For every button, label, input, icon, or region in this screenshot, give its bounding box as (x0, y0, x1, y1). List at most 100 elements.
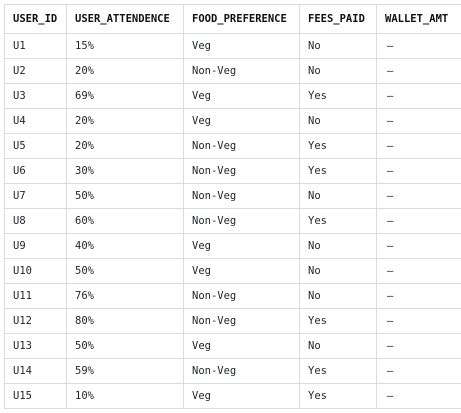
cell-user-attendence: 60% (66, 208, 184, 234)
cell-user-id: U5 (4, 133, 67, 159)
table-header: USER_ID USER_ATTENDENCE FOOD_PREFERENCE … (4, 4, 461, 34)
table-row: U11 76% Non-Veg No – (4, 283, 461, 309)
cell-wallet-amt: – (376, 283, 461, 309)
cell-user-attendence: 50% (66, 183, 184, 209)
cell-food-preference: Veg (183, 83, 300, 109)
cell-food-preference: Non-Veg (183, 133, 300, 159)
table-row: U2 20% Non-Veg No – (4, 58, 461, 84)
cell-food-preference: Veg (183, 333, 300, 359)
cell-wallet-amt: – (376, 383, 461, 409)
cell-fees-paid: No (299, 33, 377, 59)
table-row: U7 50% Non-Veg No – (4, 183, 461, 209)
cell-user-attendence: 50% (66, 258, 184, 284)
cell-wallet-amt: – (376, 58, 461, 84)
cell-wallet-amt: – (376, 358, 461, 384)
cell-fees-paid: Yes (299, 83, 377, 109)
cell-user-id: U2 (4, 58, 67, 84)
cell-user-attendence: 20% (66, 133, 184, 159)
table-body: U1 15% Veg No – U2 20% Non-Veg No – U3 69% Veg Yes – U4… (4, 33, 461, 409)
cell-user-attendence: 20% (66, 108, 184, 134)
table-row: U15 10% Veg Yes – (4, 383, 461, 409)
table-row: U3 69% Veg Yes – (4, 83, 461, 109)
cell-user-attendence: 59% (66, 358, 184, 384)
table-row: U13 50% Veg No – (4, 333, 461, 359)
cell-user-id: U6 (4, 158, 67, 184)
cell-fees-paid: No (299, 58, 377, 84)
cell-user-id: U13 (4, 333, 67, 359)
cell-user-id: U9 (4, 233, 67, 259)
cell-user-id: U12 (4, 308, 67, 334)
table-row: U8 60% Non-Veg Yes – (4, 208, 461, 234)
cell-user-attendence: 10% (66, 383, 184, 409)
cell-user-attendence: 76% (66, 283, 184, 309)
table-row: U10 50% Veg No – (4, 258, 461, 284)
cell-food-preference: Veg (183, 258, 300, 284)
cell-user-id: U3 (4, 83, 67, 109)
cell-user-id: U11 (4, 283, 67, 309)
cell-food-preference: Non-Veg (183, 58, 300, 84)
cell-food-preference: Veg (183, 233, 300, 259)
cell-fees-paid: Yes (299, 358, 377, 384)
cell-fees-paid: No (299, 183, 377, 209)
cell-user-attendence: 20% (66, 58, 184, 84)
cell-fees-paid: No (299, 333, 377, 359)
cell-user-id: U10 (4, 258, 67, 284)
cell-fees-paid: Yes (299, 308, 377, 334)
column-header-user-attendence[interactable]: USER_ATTENDENCE (66, 4, 184, 34)
table-row: U9 40% Veg No – (4, 233, 461, 259)
cell-user-attendence: 30% (66, 158, 184, 184)
cell-fees-paid: Yes (299, 208, 377, 234)
cell-food-preference: Non-Veg (183, 358, 300, 384)
cell-fees-paid: Yes (299, 133, 377, 159)
table-row: U12 80% Non-Veg Yes – (4, 308, 461, 334)
cell-fees-paid: No (299, 258, 377, 284)
cell-food-preference: Non-Veg (183, 158, 300, 184)
cell-fees-paid: No (299, 233, 377, 259)
data-table: USER_ID USER_ATTENDENCE FOOD_PREFERENCE … (4, 4, 461, 409)
cell-wallet-amt: – (376, 108, 461, 134)
cell-wallet-amt: – (376, 33, 461, 59)
cell-fees-paid: No (299, 108, 377, 134)
table-row: U14 59% Non-Veg Yes – (4, 358, 461, 384)
cell-fees-paid: Yes (299, 158, 377, 184)
cell-food-preference: Non-Veg (183, 183, 300, 209)
cell-wallet-amt: – (376, 308, 461, 334)
cell-user-id: U7 (4, 183, 67, 209)
column-header-fees-paid[interactable]: FEES_PAID (299, 4, 377, 34)
cell-food-preference: Non-Veg (183, 283, 300, 309)
cell-food-preference: Veg (183, 383, 300, 409)
cell-user-id: U14 (4, 358, 67, 384)
cell-user-id: U15 (4, 383, 67, 409)
column-header-wallet-amt[interactable]: WALLET_AMT (376, 4, 461, 34)
cell-user-id: U1 (4, 33, 67, 59)
table-row: U1 15% Veg No – (4, 33, 461, 59)
cell-food-preference: Veg (183, 108, 300, 134)
cell-user-attendence: 15% (66, 33, 184, 59)
cell-user-id: U4 (4, 108, 67, 134)
cell-wallet-amt: – (376, 258, 461, 284)
column-header-food-preference[interactable]: FOOD_PREFERENCE (183, 4, 300, 34)
cell-wallet-amt: – (376, 183, 461, 209)
table-row: U6 30% Non-Veg Yes – (4, 158, 461, 184)
table-row: U4 20% Veg No – (4, 108, 461, 134)
cell-user-attendence: 69% (66, 83, 184, 109)
cell-wallet-amt: – (376, 233, 461, 259)
cell-user-attendence: 40% (66, 233, 184, 259)
cell-food-preference: Non-Veg (183, 208, 300, 234)
column-header-user-id[interactable]: USER_ID (4, 4, 67, 34)
cell-user-attendence: 50% (66, 333, 184, 359)
cell-wallet-amt: – (376, 333, 461, 359)
cell-fees-paid: No (299, 283, 377, 309)
cell-user-id: U8 (4, 208, 67, 234)
table-container: USER_ID USER_ATTENDENCE FOOD_PREFERENCE … (4, 4, 461, 409)
header-row: USER_ID USER_ATTENDENCE FOOD_PREFERENCE … (4, 4, 461, 34)
cell-wallet-amt: – (376, 208, 461, 234)
cell-wallet-amt: – (376, 133, 461, 159)
cell-wallet-amt: – (376, 158, 461, 184)
cell-user-attendence: 80% (66, 308, 184, 334)
cell-fees-paid: Yes (299, 383, 377, 409)
cell-food-preference: Veg (183, 33, 300, 59)
table-row: U5 20% Non-Veg Yes – (4, 133, 461, 159)
cell-wallet-amt: – (376, 83, 461, 109)
cell-food-preference: Non-Veg (183, 308, 300, 334)
